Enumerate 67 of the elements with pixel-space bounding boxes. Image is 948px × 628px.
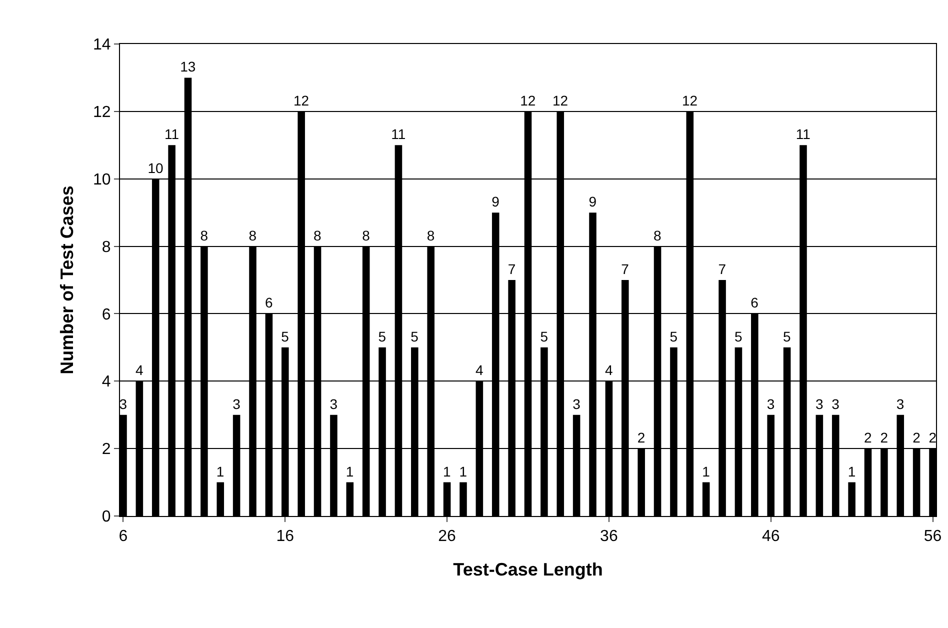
data-label: 3 [832,396,840,412]
x-tick-label: 6 [118,528,128,546]
data-label: 2 [637,430,646,446]
x-axis-title: Test-Case Length [453,559,603,580]
data-label: 12 [520,92,536,108]
data-label: 1 [848,463,856,480]
data-label: 1 [459,463,468,480]
data-label: 5 [378,328,386,344]
data-label: 9 [492,194,500,210]
x-tick-label: 46 [762,528,780,546]
data-label: 8 [200,227,208,244]
data-label: 6 [264,294,273,311]
x-tick-label: 36 [600,528,618,546]
data-label: 2 [880,430,888,446]
data-label: 1 [702,463,710,480]
data-label: 7 [718,261,726,277]
data-label: 11 [796,126,811,142]
data-label: 3 [330,396,338,412]
y-tick-label: 12 [93,104,111,122]
y-tick-label: 14 [93,36,111,54]
data-label: 3 [815,396,824,412]
x-tick-label: 26 [438,528,456,546]
data-label: 12 [552,92,568,108]
y-tick-label: 4 [102,374,111,391]
y-axis-title: Number of Test Cases [57,186,78,374]
data-label: 3 [766,396,775,412]
data-label: 8 [248,227,257,244]
data-label: 8 [314,227,322,244]
data-label: 4 [135,362,144,378]
data-label: 10 [148,160,164,176]
data-label: 3 [896,396,904,412]
data-label: 5 [734,328,742,344]
y-tick-label: 10 [93,171,111,188]
data-label: 5 [281,328,290,344]
data-label: 8 [426,227,435,244]
data-label: 5 [783,328,792,344]
data-label: 5 [410,328,419,344]
data-label: 11 [164,126,180,142]
y-tick-label: 8 [102,238,111,256]
data-label: 12 [293,92,310,108]
data-label: 2 [912,430,921,446]
data-label: 3 [572,396,581,412]
y-tick-label: 2 [102,441,111,458]
data-label: 4 [475,362,484,378]
x-tick-label: 56 [924,528,942,546]
data-label: 5 [540,328,548,344]
data-label: 4 [604,362,613,378]
data-label: 12 [682,92,698,108]
data-label: 3 [232,396,241,412]
data-label: 1 [443,463,452,480]
data-label: 2 [864,430,872,446]
y-tick-label: 0 [102,508,111,526]
data-label: 9 [588,194,597,210]
y-tick-label: 6 [102,306,111,324]
data-label: 5 [670,328,678,344]
data-label: 7 [621,261,630,277]
data-label: 11 [391,126,406,142]
data-label: 1 [216,463,224,480]
data-label: 2 [928,430,937,446]
data-label: 1 [346,463,354,480]
data-label: 8 [362,227,370,244]
data-label: 8 [654,227,662,244]
data-label: 6 [750,294,759,311]
x-tick-label: 16 [276,528,294,546]
data-label: 3 [119,396,128,412]
data-label: 7 [508,261,516,277]
data-label: 13 [180,58,196,75]
